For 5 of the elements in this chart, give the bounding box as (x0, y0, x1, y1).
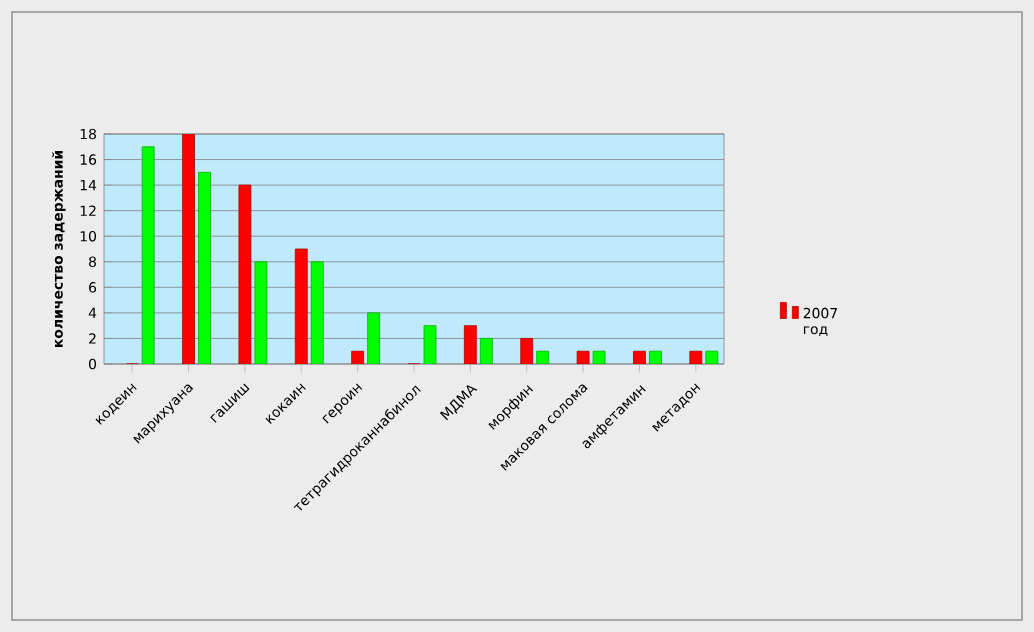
bar (198, 171, 211, 364)
bar (182, 134, 195, 364)
bar (294, 248, 308, 364)
bar (141, 146, 155, 364)
bar (310, 261, 324, 364)
